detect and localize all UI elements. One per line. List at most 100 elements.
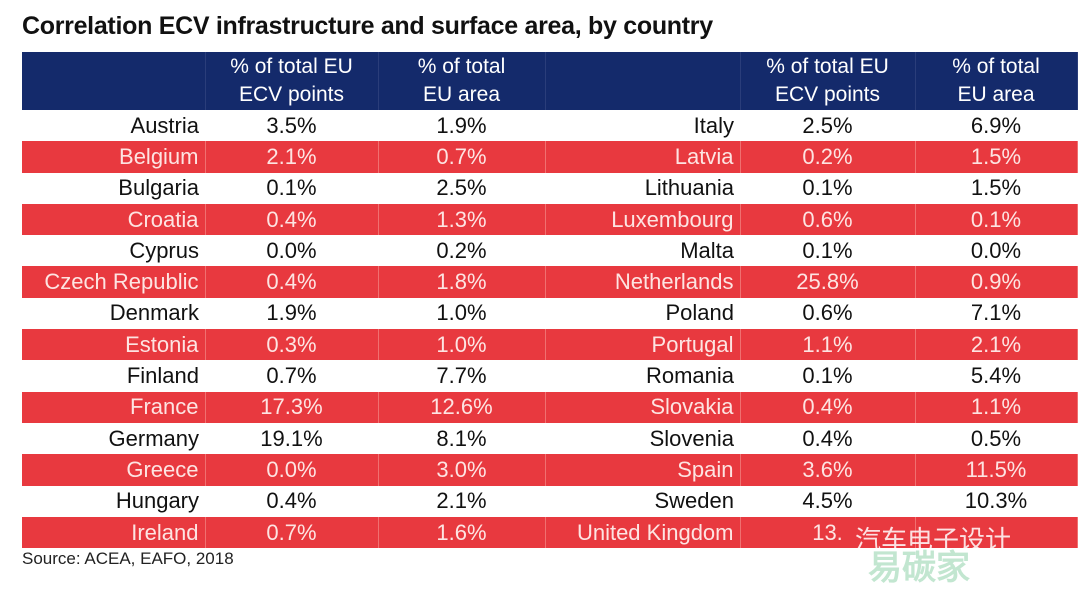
country-name: Bulgaria <box>118 175 199 201</box>
watermark-text: 汽车电子设计 <box>855 526 1012 556</box>
eu-area-cell: 7.7% <box>436 363 487 389</box>
country-name: Hungary <box>115 488 199 514</box>
eu-area-cell: 0.7% <box>378 141 546 173</box>
table-row: Czech Republic 0.4% 1.8% Netherlands 25.8% 0.… <box>22 266 1078 298</box>
ecv-points-cell: 0.1% <box>802 175 853 201</box>
eu-area-cell: 1.0% <box>436 300 487 326</box>
watermark-logo: 易碳家 <box>868 548 970 588</box>
ecv-points-cell: 0.4% <box>740 391 916 423</box>
table-row: France 17.3% 12.6% Slovakia 0.4% 1.1% <box>22 391 1078 423</box>
ecv-points-cell: 2.5% <box>802 112 853 138</box>
country-name: Romania <box>645 363 734 389</box>
eu-area-cell: 1.9% <box>436 112 487 138</box>
country-name: Poland <box>665 300 734 326</box>
ecv-points-cell: 0.7% <box>266 363 317 389</box>
eu-area-cell: 1.5% <box>970 175 1022 201</box>
country-name: Italy <box>693 112 734 138</box>
header-ecv-points: % of total EU ECV points <box>205 52 379 110</box>
ecv-points-cell: 0.1% <box>802 237 853 263</box>
country-name: France <box>22 391 206 423</box>
country-name: United Kingdom <box>545 516 741 549</box>
ecv-points-cell: 0.2% <box>740 141 916 173</box>
ecv-points-cell: 0.0% <box>266 237 317 263</box>
table-row: Croatia 0.4% 1.3% Luxembourg 0.6% 0.1% <box>22 203 1078 236</box>
ecv-points-cell: 2.1% <box>205 141 379 173</box>
ecv-points-cell: 4.5% <box>802 488 853 514</box>
ecv-points-cell: 0.1% <box>266 175 317 201</box>
country-name: Latvia <box>545 141 741 173</box>
eu-area-cell: 3.0% <box>378 454 546 486</box>
eu-area-cell: 2.5% <box>436 175 487 201</box>
country-name: Ireland <box>22 516 206 549</box>
table-row: Belgium 2.1% 0.7% Latvia 0.2% 1.5% <box>22 141 1078 173</box>
country-name: Austria <box>130 112 199 138</box>
ecv-points-cell: 0.4% <box>802 425 853 451</box>
ecv-points-cell: 0.6% <box>740 203 916 236</box>
eu-area-cell: 10.3% <box>964 488 1028 514</box>
eu-area-cell: 11.5% <box>915 454 1078 486</box>
ecv-points-cell: 13. <box>740 516 916 549</box>
ecv-points-cell: 3.5% <box>266 112 317 138</box>
header-row: % of total EU ECV points % of total EU are… <box>22 52 1078 110</box>
country-name: Greece <box>22 454 206 486</box>
country-name: Lithuania <box>644 175 734 201</box>
table-row: Germany 19.1% 8.1% Slovenia 0.4% 0.5% <box>22 423 1077 454</box>
country-name: Sweden <box>654 488 734 514</box>
eu-area-cell: 1.3% <box>378 203 546 236</box>
ecv-points-cell: 17.3% <box>205 391 379 423</box>
country-name: Czech Republic <box>22 266 206 298</box>
country-name: Denmark <box>109 300 199 326</box>
eu-area-cell: 2.1% <box>915 329 1078 361</box>
country-name: Spain <box>545 454 741 486</box>
eu-area-cell: 2.1% <box>436 488 487 514</box>
header-blank <box>22 52 206 110</box>
country-name: Cyprus <box>129 237 199 263</box>
table-row: Austria 3.5% 1.9% Italy 2.5% 6.9% <box>22 110 1077 141</box>
country-name: Malta <box>680 237 734 263</box>
country-name: Portugal <box>545 329 741 361</box>
eu-area-cell: 1.5% <box>915 141 1078 173</box>
table-row: Estonia 0.3% 1.0% Portugal 1.1% 2.1% <box>22 329 1078 361</box>
eu-area-cell: 12.6% <box>378 391 546 423</box>
header-eu-area: % of total EU area <box>915 52 1078 110</box>
data-table: % of total EU ECV points % of total EU are… <box>22 52 1078 549</box>
country-name: Slovenia <box>649 425 734 451</box>
ecv-points-cell: 0.4% <box>205 266 379 298</box>
header-blank <box>545 52 741 110</box>
ecv-points-cell: 3.6% <box>740 454 916 486</box>
eu-area-cell: 1.1% <box>915 391 1078 423</box>
country-name: Estonia <box>22 329 206 361</box>
table-row: Ireland 0.7% 1.6% United Kingdom 13. <box>22 516 1078 549</box>
ecv-points-cell: 0.4% <box>266 488 317 514</box>
eu-area-cell: 0.2% <box>436 237 487 263</box>
eu-area-cell: 0.0% <box>970 237 1022 263</box>
ecv-points-cell: 0.3% <box>205 329 379 361</box>
table-row: Bulgaria 0.1% 2.5% Lithuania 0.1% 1.5% <box>22 173 1077 204</box>
header-eu-area: % of total EU area <box>378 52 546 110</box>
ecv-points-cell: 25.8% <box>740 266 916 298</box>
country-name: Germany <box>108 425 199 451</box>
table-row: Finland 0.7% 7.7% Romania 0.1% 5.4% <box>22 360 1077 391</box>
source-note: Source: ACEA, EAFO, 2018 <box>22 549 234 568</box>
eu-area-cell: 6.9% <box>970 112 1022 138</box>
eu-area-cell: 0.1% <box>915 203 1078 236</box>
eu-area-cell: 5.4% <box>970 363 1022 389</box>
ecv-points-cell: 0.7% <box>205 516 379 549</box>
eu-area-cell <box>915 516 1078 549</box>
table-row: Denmark 1.9% 1.0% Poland 0.6% 7.1% <box>22 298 1077 329</box>
ecv-points-cell: 0.0% <box>205 454 379 486</box>
country-name: Croatia <box>22 203 206 236</box>
eu-area-cell: 1.8% <box>378 266 546 298</box>
eu-area-cell: 8.1% <box>436 425 487 451</box>
table-row: Greece 0.0% 3.0% Spain 3.6% 11.5% <box>22 454 1078 486</box>
eu-area-cell: 0.9% <box>915 266 1078 298</box>
table-row: Cyprus 0.0% 0.2% Malta 0.1% 0.0% <box>22 235 1077 266</box>
ecv-points-cell: 0.6% <box>802 300 853 326</box>
header-ecv-points: % of total EU ECV points <box>740 52 916 110</box>
chart-title: Correlation ECV infrastructure and surfa… <box>22 12 713 40</box>
ecv-points-cell: 19.1% <box>260 425 323 451</box>
ecv-points-cell: 0.1% <box>802 363 853 389</box>
country-name: Finland <box>126 363 199 389</box>
table-row: Hungary 0.4% 2.1% Sweden 4.5% 10.3% <box>22 486 1077 517</box>
country-name: Netherlands <box>545 266 741 298</box>
